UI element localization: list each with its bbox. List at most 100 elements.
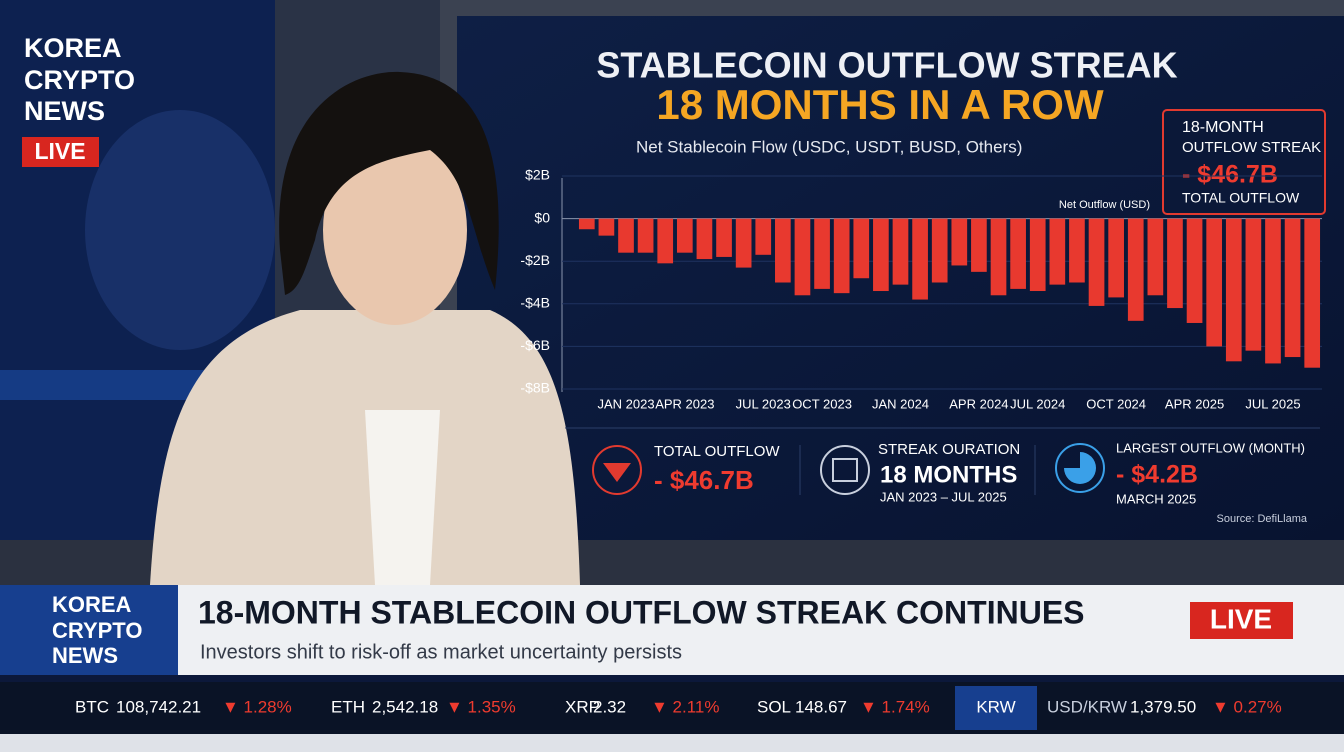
live-text: LIVE [34,138,85,164]
bar [1167,218,1183,309]
chart-caption: Net Stablecoin Flow (USDC, USDT, BUSD, O… [636,137,1022,156]
stat-note: MARCH 2025 [1116,491,1196,506]
y-tick-label: -$6B [520,337,550,353]
lower-logo-line: NEWS [52,643,118,668]
source: Source: DefiLlama [1217,513,1308,525]
ticker-symbol: ETH [331,697,365,716]
bar [931,218,948,283]
callout-note: TOTAL OUTFLOW [1182,190,1300,206]
stat-note: JAN 2023 – JUL 2025 [880,489,1007,504]
headline: 18-MONTH STABLECOIN OUTFLOW STREAK CONTI… [198,594,1085,630]
anchor-shirt [365,410,440,585]
stat-label: TOTAL OUTFLOW [654,443,780,460]
bar [1049,218,1066,285]
anchor-jacket [150,310,580,585]
ticker-change: ▼ 1.74% [860,697,930,716]
bar [1069,218,1085,283]
x-tick-label: JAN 2024 [872,396,929,411]
x-tick-label: JUL 2025 [1245,396,1300,411]
chart-title: STABLECOIN OUTFLOW STREAK [596,45,1177,86]
ticker-price: 2.32 [593,697,626,716]
x-tick-label: OCT 2024 [1086,396,1146,411]
bar [912,218,928,300]
ticker-symbol: SOL [757,697,791,716]
stat-value: 18 MONTHS [880,461,1017,488]
stat-icon [820,445,870,495]
live-text: LIVE [1210,603,1272,634]
bar [833,218,850,294]
bar [1088,218,1105,306]
x-tick-label: APR 2024 [949,396,1008,411]
bottom-strip [0,734,1344,752]
bar [990,218,1007,296]
bar [1010,218,1026,289]
ticker-tag: KRW [976,697,1015,716]
lower-logo-line: KOREA [52,592,132,617]
bar [971,218,987,272]
live-badge [1190,602,1293,639]
bar [892,218,909,285]
x-tick-label: JUL 2023 [736,396,791,411]
y-tick-label: -$8B [520,380,550,396]
bar [853,218,870,279]
stat-label: LARGEST OUTFLOW (MONTH) [1116,440,1305,455]
ticker-change: ▼ 1.28% [222,697,292,716]
bar [1284,218,1301,358]
subhead: Investors shift to risk-off as market un… [200,641,682,663]
x-tick-label: APR 2023 [655,396,714,411]
ticker-change: ▼ 1.35% [446,697,516,716]
bar [1225,218,1242,362]
ticker-symbol: XRP [565,697,600,716]
x-tick-label: APR 2025 [1165,396,1224,411]
x-tick-label: OCT 2023 [792,396,852,411]
ticker-price: 148.67 [795,697,847,716]
series-label: Net Outflow (USD) [1059,199,1150,211]
ticker-symbol: BTC [75,697,109,716]
bar [657,218,674,264]
bar [676,218,693,253]
anchor-hair [279,71,499,295]
callout-line: OUTFLOW STREAK [1182,139,1321,156]
bar [873,218,889,292]
lower-logo-box [0,585,178,675]
bar [735,218,752,268]
x-tick-label: JUL 2024 [1010,396,1065,411]
y-tick-label: $0 [534,209,550,225]
ticker-change: ▼ 0.27% [1212,697,1282,716]
bar [1108,218,1124,298]
logo-line: CRYPTO [24,65,135,95]
pie-icon [1064,452,1096,484]
bar [1147,218,1164,296]
live-badge [22,137,99,167]
lower-logo-line: CRYPTO [52,618,142,643]
stat-value: - $46.7B [654,465,754,495]
ticker-tag-box [955,686,1037,730]
stat-icon [1055,443,1105,493]
bar [1127,218,1144,321]
stat-label: STREAK OURATION [878,441,1020,458]
bar [775,218,791,283]
calendar-icon [832,458,858,482]
stat-icon [592,445,642,495]
bar [814,218,830,289]
bar [1265,218,1281,364]
stat-value: - $4.2B [1116,461,1198,489]
y-tick-label: $2B [525,167,550,183]
ticker-price: 1,379.50 [1130,697,1196,716]
stat-icon-arrow [603,463,631,482]
callout-line: 18-MONTH [1182,119,1264,136]
bar [1304,218,1321,368]
ticker-symbol: USD/KRW [1047,697,1127,716]
bar [696,218,713,260]
ticker-change: ▼ 2.11% [651,697,720,716]
ticker-price: 2,542.18 [372,697,438,716]
bar [794,218,811,296]
ticker-price: 108,742.21 [116,697,201,716]
bar [1206,218,1223,347]
lower-third [0,585,1344,675]
bar [755,218,772,255]
anchor-face [323,135,467,325]
bar [637,218,654,253]
